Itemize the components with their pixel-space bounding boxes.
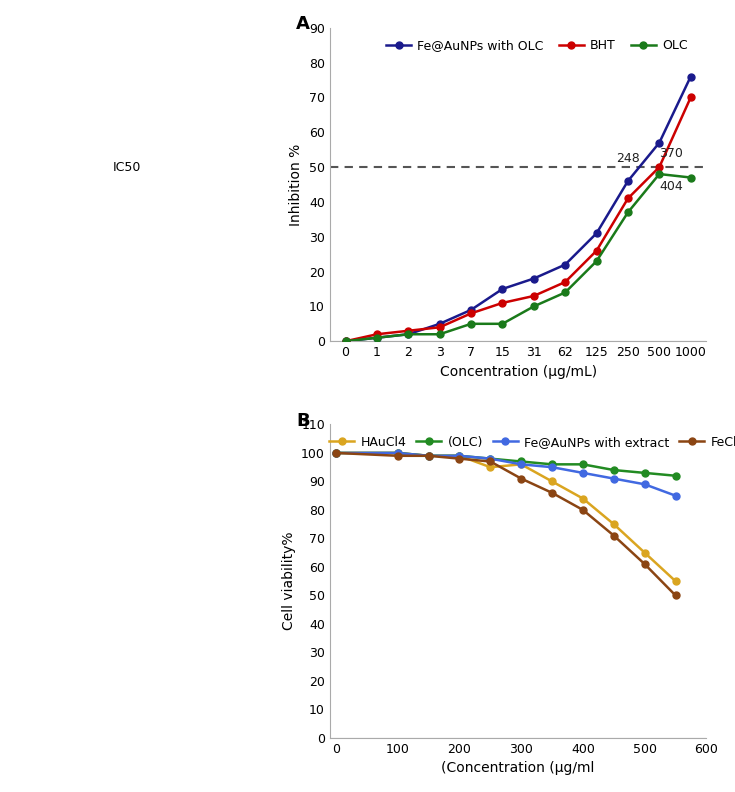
Fe@AuNPs with OLC xyxy=(529,274,538,284)
Text: 248: 248 xyxy=(616,152,640,165)
(OLC) xyxy=(609,465,618,474)
Fe@AuNPs with extract xyxy=(331,448,340,458)
BHT xyxy=(686,93,695,102)
Y-axis label: Inhibition %: Inhibition % xyxy=(290,143,304,226)
FeCl3 xyxy=(548,488,556,497)
Text: B: B xyxy=(296,412,309,430)
HAuCl4 xyxy=(640,548,649,558)
(OLC) xyxy=(671,471,680,481)
HAuCl4 xyxy=(671,577,680,586)
Y-axis label: Cell viability%: Cell viability% xyxy=(282,532,295,630)
Fe@AuNPs with OLC xyxy=(592,229,601,238)
OLC xyxy=(498,319,507,329)
HAuCl4 xyxy=(424,451,433,460)
FeCl3 xyxy=(671,591,680,600)
(OLC) xyxy=(393,448,402,458)
OLC xyxy=(623,208,632,217)
HAuCl4 xyxy=(578,493,587,503)
Fe@AuNPs with extract xyxy=(455,451,464,460)
Fe@AuNPs with extract xyxy=(424,451,433,460)
FeCl3 xyxy=(609,531,618,540)
Text: IC50: IC50 xyxy=(113,161,142,173)
FeCl3 xyxy=(455,454,464,463)
Fe@AuNPs with extract xyxy=(578,468,587,478)
OLC xyxy=(655,169,664,179)
FeCl3 xyxy=(486,457,495,466)
OLC xyxy=(686,173,695,182)
OLC xyxy=(341,337,350,346)
FeCl3 xyxy=(640,559,649,569)
(OLC) xyxy=(578,459,587,469)
HAuCl4 xyxy=(609,520,618,529)
Fe@AuNPs with OLC xyxy=(373,333,381,342)
BHT xyxy=(435,322,444,332)
OLC xyxy=(529,302,538,311)
(OLC) xyxy=(455,451,464,460)
BHT xyxy=(655,162,664,172)
BHT xyxy=(404,326,413,336)
Fe@AuNPs with extract xyxy=(609,474,618,483)
FeCl3 xyxy=(331,448,340,458)
OLC xyxy=(467,319,476,329)
(OLC) xyxy=(640,468,649,478)
FeCl3 xyxy=(424,451,433,460)
Line: OLC: OLC xyxy=(342,170,694,345)
OLC xyxy=(373,333,381,342)
HAuCl4 xyxy=(393,448,402,458)
OLC xyxy=(435,329,444,339)
HAuCl4 xyxy=(455,451,464,460)
Line: HAuCl4: HAuCl4 xyxy=(332,450,679,584)
Fe@AuNPs with extract xyxy=(548,463,556,472)
Line: BHT: BHT xyxy=(342,94,694,345)
BHT xyxy=(467,309,476,318)
HAuCl4 xyxy=(517,459,526,469)
(OLC) xyxy=(548,459,556,469)
Fe@AuNPs with OLC xyxy=(561,260,570,269)
(OLC) xyxy=(331,448,340,458)
Legend: Fe@AuNPs with OLC, BHT, OLC: Fe@AuNPs with OLC, BHT, OLC xyxy=(381,34,692,57)
Fe@AuNPs with extract xyxy=(393,448,402,458)
Fe@AuNPs with OLC xyxy=(435,319,444,329)
BHT xyxy=(373,329,381,339)
HAuCl4 xyxy=(486,463,495,472)
(OLC) xyxy=(517,457,526,466)
FeCl3 xyxy=(517,474,526,483)
Fe@AuNPs with OLC xyxy=(467,305,476,314)
OLC xyxy=(592,257,601,266)
BHT xyxy=(498,298,507,307)
OLC xyxy=(561,287,570,297)
Fe@AuNPs with OLC xyxy=(623,177,632,186)
BHT xyxy=(341,337,350,346)
(OLC) xyxy=(424,451,433,460)
FeCl3 xyxy=(578,505,587,515)
Fe@AuNPs with OLC xyxy=(655,138,664,147)
OLC xyxy=(404,329,413,339)
Line: FeCl3: FeCl3 xyxy=(332,450,679,599)
BHT xyxy=(623,194,632,204)
Text: 370: 370 xyxy=(659,147,684,160)
X-axis label: Concentration (μg/mL): Concentration (μg/mL) xyxy=(440,364,597,379)
Legend: HAuCl4, (OLC), Fe@AuNPs with extract, FeCl3: HAuCl4, (OLC), Fe@AuNPs with extract, Fe… xyxy=(324,431,735,454)
Line: Fe@AuNPs with extract: Fe@AuNPs with extract xyxy=(332,450,679,499)
BHT xyxy=(592,246,601,255)
FeCl3 xyxy=(393,451,402,460)
Fe@AuNPs with OLC xyxy=(686,72,695,82)
Fe@AuNPs with OLC xyxy=(404,329,413,339)
BHT xyxy=(529,291,538,301)
Fe@AuNPs with extract xyxy=(486,454,495,463)
Text: 404: 404 xyxy=(659,180,683,192)
Line: (OLC): (OLC) xyxy=(332,450,679,479)
Line: Fe@AuNPs with OLC: Fe@AuNPs with OLC xyxy=(342,73,694,345)
Fe@AuNPs with extract xyxy=(517,459,526,469)
Fe@AuNPs with OLC xyxy=(498,284,507,294)
X-axis label: (Concentration (μg/ml: (Concentration (μg/ml xyxy=(442,761,595,775)
HAuCl4 xyxy=(331,448,340,458)
HAuCl4 xyxy=(548,477,556,486)
Fe@AuNPs with extract xyxy=(671,491,680,501)
BHT xyxy=(561,277,570,287)
(OLC) xyxy=(486,454,495,463)
Text: A: A xyxy=(296,15,310,33)
Fe@AuNPs with OLC xyxy=(341,337,350,346)
Fe@AuNPs with extract xyxy=(640,479,649,489)
